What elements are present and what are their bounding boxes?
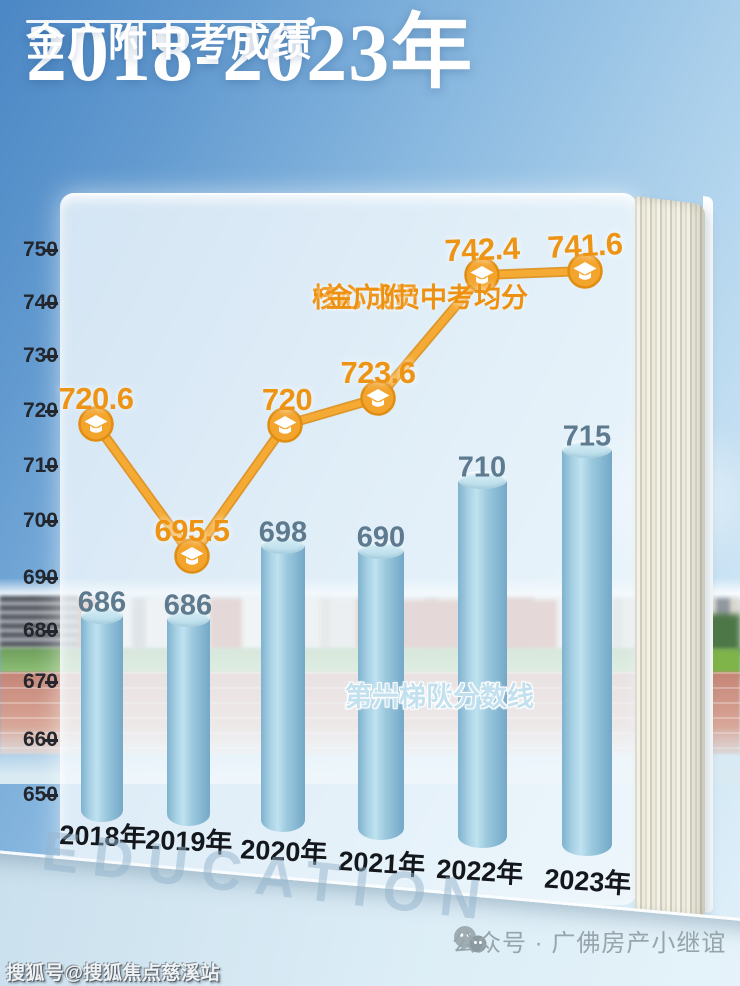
- line-point-value-label: 742.4: [443, 230, 521, 269]
- bar-top-ellipse: [81, 606, 123, 624]
- line-annotation-row2: “金广附”中考均分: [312, 283, 528, 313]
- title-underline-dot: [306, 17, 315, 26]
- bar-value-label: 715: [562, 420, 612, 453]
- bar-value-label: 686: [77, 586, 127, 619]
- bar-body: [166, 618, 210, 826]
- bar-2022年: [457, 471, 507, 848]
- bar-body: [81, 615, 123, 822]
- line-point-value-label: 723.6: [340, 355, 416, 390]
- line-point-value-label: 720.6: [58, 381, 134, 416]
- line-point-value-label: 720: [261, 382, 313, 417]
- bar-annotation-row1: 广州中考: [345, 682, 453, 712]
- line-point-value-label: 695.5: [154, 513, 230, 548]
- bar-value-label: 698: [258, 516, 308, 549]
- bar-value-label: 690: [356, 521, 406, 554]
- bar-2018年: [81, 606, 123, 822]
- bar-body: [261, 545, 305, 832]
- watermark-sohu: 搜狐号@搜狐焦点慈溪站: [6, 963, 221, 984]
- bar-2019年: [166, 609, 210, 826]
- bar-top-ellipse: [166, 609, 210, 627]
- bar-value-label: 686: [163, 589, 213, 622]
- book-pages-edge: [635, 196, 705, 921]
- bar-body: [562, 449, 612, 856]
- wechat-icon: [454, 926, 487, 953]
- title-underline: [26, 17, 315, 26]
- line-point-value-label: 741.6: [546, 226, 624, 265]
- bar-2020年: [261, 536, 305, 832]
- bar-body: [358, 550, 404, 840]
- page-title: 2018-2023年: [26, 7, 474, 98]
- bar-value-label: 710: [457, 451, 507, 484]
- bar-body: [457, 480, 507, 848]
- bar-annotation-row2: 第一梯队分数线: [345, 682, 534, 712]
- bar-2023年: [562, 440, 612, 856]
- page-subtitle: 金广附中考成绩: [26, 22, 314, 65]
- watermark-wechat-text: 公众号 · 广佛房产小继谊: [452, 929, 727, 957]
